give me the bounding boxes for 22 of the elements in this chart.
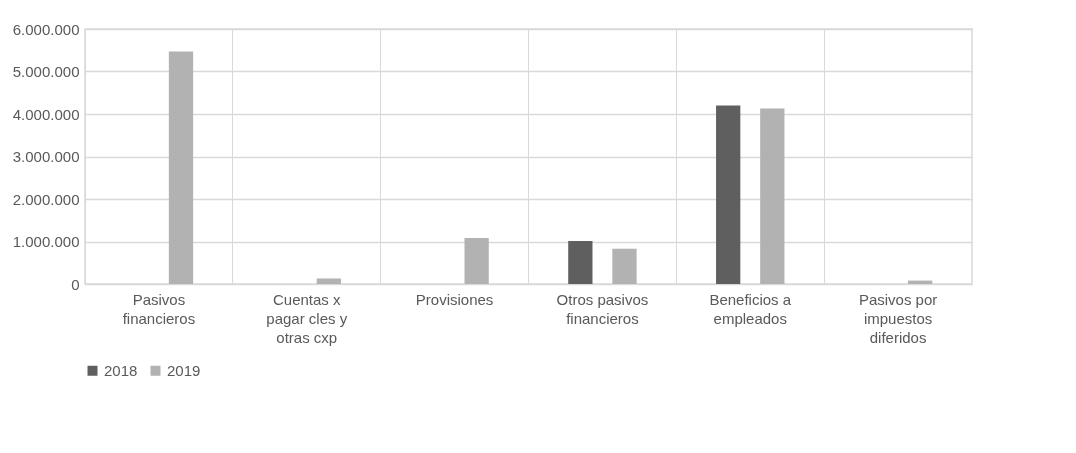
x-tick-label: Cuentas x pagar cles y otras cxp: [266, 290, 348, 346]
y-tick-label: 6.000.000: [12, 20, 80, 38]
y-tick-label: 2.000.000: [12, 190, 80, 208]
x-tick-label: Provisiones: [415, 290, 494, 308]
x-tick-label: Pasivos financieros: [122, 290, 196, 327]
bar: [464, 238, 489, 284]
bar: [612, 248, 637, 284]
bar: [316, 278, 341, 284]
legend-label: 2019: [167, 361, 201, 379]
y-tick-label: 3.000.000: [12, 148, 80, 165]
y-tick-label: 1.000.000: [12, 233, 80, 250]
bar: [760, 108, 785, 284]
bar: [716, 105, 741, 284]
legend-label: 2018: [104, 361, 138, 379]
bar: [568, 241, 593, 284]
y-tick-label: 4.000.000: [12, 105, 80, 123]
bar: [168, 51, 194, 284]
y-tick-label: 0: [71, 275, 80, 293]
y-tick-label: 5.000.000: [12, 63, 80, 80]
x-tick-label: Pasivos por impuestos diferidos: [858, 290, 938, 346]
x-tick-label: Beneficios a empleados: [709, 290, 792, 327]
x-tick-label: Otros pasivos financieros: [556, 290, 649, 327]
